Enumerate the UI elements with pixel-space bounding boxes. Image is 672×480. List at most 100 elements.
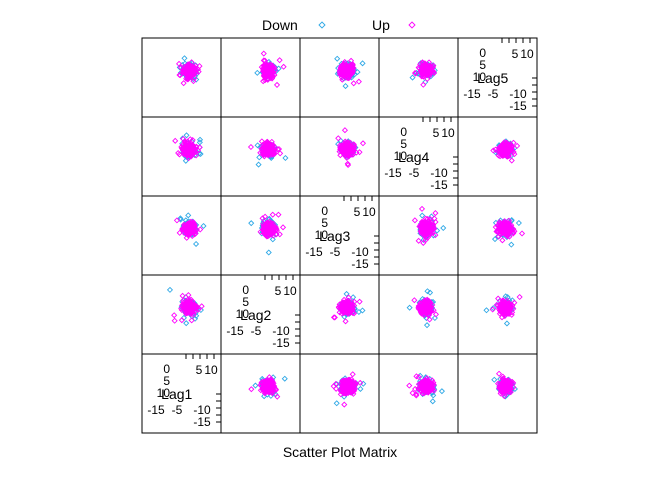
panel-frame <box>141 274 222 355</box>
panel-r2-c1 <box>141 116 222 197</box>
data-point-up <box>189 71 196 78</box>
diagonal-tick-label: 10 <box>520 47 534 61</box>
panel-r3-c4 <box>378 195 459 276</box>
panel-frame <box>378 37 459 118</box>
diagonal-tick-label: 10 <box>441 126 455 140</box>
legend-up-point <box>408 21 416 29</box>
data-point-up <box>176 60 183 67</box>
legend-marker-down <box>318 21 326 29</box>
legend-down-point <box>318 21 326 29</box>
data-point-up <box>359 140 367 147</box>
panel-r2-c5 <box>457 116 538 197</box>
data-point-up <box>518 230 526 237</box>
data-point-up <box>273 81 281 88</box>
panel-frame <box>141 37 222 118</box>
data-point-up <box>178 64 185 71</box>
data-point-up <box>171 317 178 324</box>
data-point-down <box>200 222 207 230</box>
data-point-down <box>254 69 261 76</box>
data-point-down <box>166 286 174 293</box>
panel-r2-c2 <box>220 116 301 197</box>
data-point-down <box>256 154 263 161</box>
data-point-down <box>359 60 366 67</box>
panel-frame <box>378 195 459 276</box>
diagonal-tick-label: -15 <box>463 87 481 101</box>
data-point-up <box>341 127 348 134</box>
data-point-down <box>342 83 349 90</box>
legend-marker-up <box>408 21 416 29</box>
data-point-down <box>181 55 188 62</box>
data-point-up <box>260 50 267 57</box>
data-point-down <box>183 132 190 139</box>
data-point-up <box>267 69 274 76</box>
data-point-up <box>411 217 418 224</box>
data-point-up <box>171 312 178 319</box>
data-point-up <box>418 205 426 212</box>
diagonal-tick-label: 10 <box>394 149 408 163</box>
data-point-up <box>261 57 268 64</box>
data-point-down <box>409 74 416 81</box>
data-point-up <box>260 57 267 64</box>
diagonal-tick-label: -15 <box>430 178 448 192</box>
data-point-up <box>499 237 506 244</box>
data-point-up <box>183 64 190 71</box>
data-point-down <box>193 240 200 248</box>
data-point-up <box>269 69 276 76</box>
data-point-up <box>508 157 515 164</box>
diagonal-tick-label: 5 <box>512 47 519 61</box>
data-point-down <box>193 76 200 83</box>
data-point-up <box>188 65 195 72</box>
data-point-down <box>515 219 522 227</box>
data-point-up <box>420 81 427 88</box>
data-point-up <box>355 78 362 85</box>
diagonal-tick-label: 10 <box>315 228 329 242</box>
data-point-up <box>267 61 274 68</box>
diagonal-tick-label: -15 <box>305 245 323 259</box>
data-point-down <box>265 249 272 256</box>
panel-r3-c2 <box>220 195 301 276</box>
data-point-up <box>247 143 254 151</box>
panel-r2-c3 <box>299 116 380 197</box>
diagonal-tick-label: -15 <box>384 166 402 180</box>
panel-r1-c4 <box>378 37 459 118</box>
panel-r3-c5 <box>457 195 538 276</box>
data-point-up <box>275 211 282 218</box>
data-point-down <box>419 212 426 219</box>
data-point-down <box>255 161 262 168</box>
panel-r1-c1 <box>141 37 222 118</box>
data-point-up <box>262 74 269 81</box>
data-point-down <box>248 220 255 227</box>
panel-r1-c3 <box>299 37 380 118</box>
legend-label-up: Up <box>372 17 390 33</box>
data-point-down <box>354 69 361 76</box>
data-point-up <box>260 62 267 69</box>
data-point-up <box>188 59 195 66</box>
data-point-up <box>172 137 179 144</box>
data-point-up <box>196 63 203 70</box>
data-point-up <box>415 237 422 244</box>
data-point-up <box>269 211 276 218</box>
data-point-up <box>276 57 283 64</box>
data-point-down <box>440 224 447 232</box>
data-point-up <box>183 70 191 77</box>
diagonal-tick-label: -15 <box>509 99 527 113</box>
diagonal-tick-label: -5 <box>488 87 499 101</box>
data-point-down <box>183 320 190 327</box>
panel-frame <box>141 116 222 197</box>
data-point-down <box>422 78 429 86</box>
panel-frame <box>220 37 301 118</box>
legend-label-down: Down <box>262 17 298 33</box>
diagonal-tick-label: -5 <box>330 245 341 259</box>
diagonal-tick-label: -15 <box>351 257 369 271</box>
diagonal-tick-label: 10 <box>362 205 376 219</box>
diagonal-tick-label: 5 <box>354 205 361 219</box>
data-point-up <box>260 78 267 85</box>
data-point-down <box>334 55 341 62</box>
data-point-up <box>350 80 357 87</box>
panel-r4-c1 <box>141 274 222 355</box>
